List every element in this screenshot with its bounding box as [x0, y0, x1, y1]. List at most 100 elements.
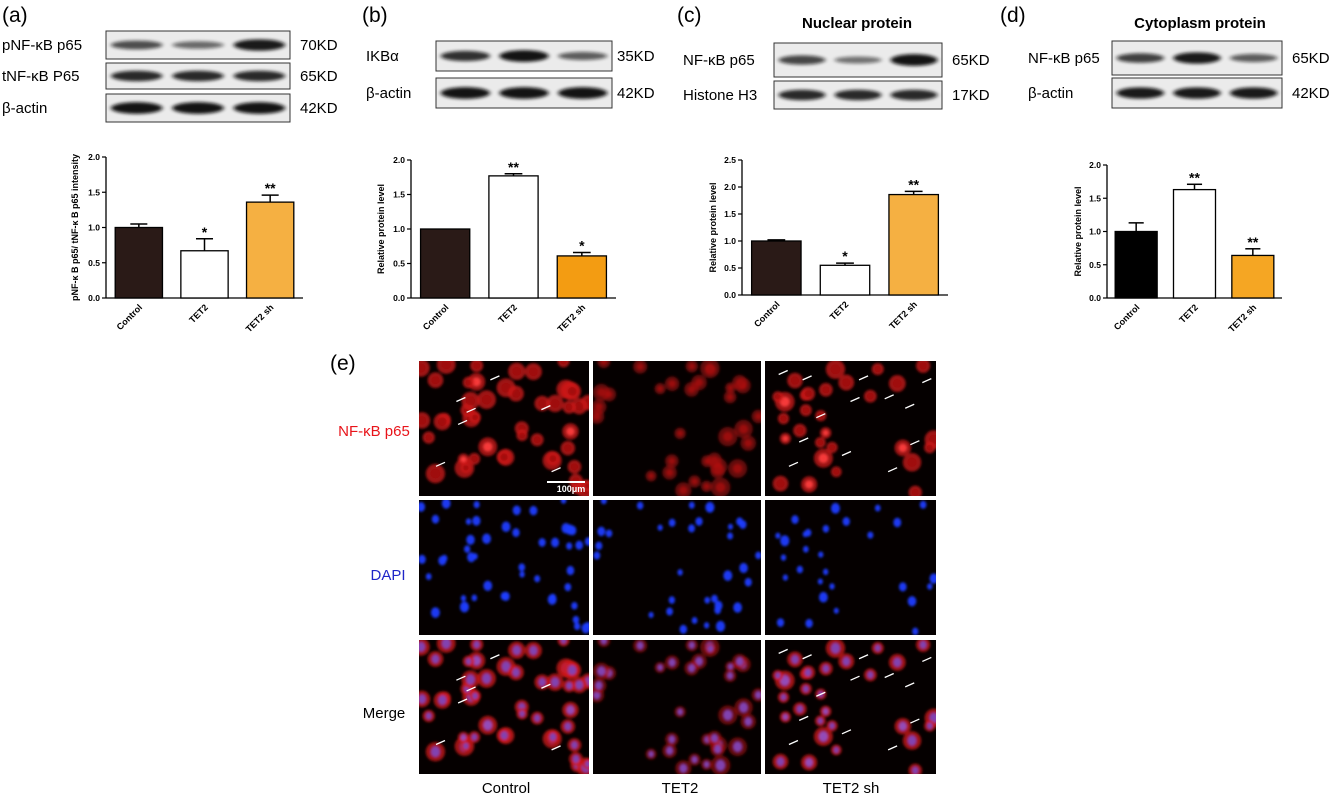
nucleus-blob — [500, 453, 508, 461]
dapi-nucleus — [473, 640, 480, 649]
dapi-nucleus — [805, 757, 813, 767]
nucleus-blob — [726, 393, 734, 401]
arrow-marker — [435, 461, 446, 467]
dapi-nucleus — [715, 759, 726, 771]
blot-band — [558, 87, 608, 99]
dapi-nucleus — [668, 735, 676, 744]
arrow-marker — [778, 648, 788, 654]
dapi-nucleus — [482, 673, 491, 684]
nucleus-blob — [636, 363, 644, 371]
arrow-marker — [490, 654, 500, 660]
dapi-nucleus — [919, 640, 927, 649]
nucleus-blob — [430, 468, 441, 479]
y-tick-label: 1.5 — [1089, 193, 1101, 203]
blot-band — [233, 39, 286, 51]
chart-d: 0.0 0.5 1.0 1.5 2.0 Relative protein level Con… — [1073, 160, 1282, 334]
arrow-marker — [887, 745, 898, 751]
dapi-nucleus — [874, 504, 881, 512]
dapi-nucleus — [796, 705, 804, 713]
dapi-nucleus — [782, 713, 789, 721]
dapi-nucleus — [585, 621, 589, 628]
dapi-nucleus — [501, 661, 511, 672]
blot-kd-label: 17KD — [952, 87, 990, 104]
dapi-nucleus — [677, 569, 683, 576]
y-axis-label: Relative protein level — [376, 184, 386, 274]
panel-e: (e) 100μm NF-κB p65 DAPI Merge Control T… — [330, 352, 936, 797]
blot-kd-label: 65KD — [300, 68, 338, 85]
nucleus-blob — [714, 467, 722, 475]
x-tick-label: TET2 sh — [887, 299, 919, 331]
nucleus-blob — [791, 376, 799, 385]
blot-label: β-actin — [1028, 85, 1073, 102]
arrow-marker — [887, 467, 898, 473]
dapi-nucleus — [512, 667, 520, 677]
blot-band — [1229, 53, 1278, 63]
dapi-nucleus — [668, 518, 676, 527]
dapi-nucleus — [473, 500, 480, 509]
nucleus-blob — [585, 483, 589, 489]
dapi-nucleus — [571, 741, 578, 749]
dapi-nucleus — [636, 641, 644, 650]
nucleus-blob — [744, 439, 753, 448]
blot-band — [233, 70, 286, 82]
arrow-marker — [841, 450, 852, 457]
if-cells — [419, 500, 589, 634]
blot-row: tNF-κB P65 65KD — [2, 62, 338, 90]
bar-tet2-sh — [1231, 254, 1275, 299]
blot-label: pNF-κB p65 — [2, 37, 82, 54]
blot-label: Histone H3 — [683, 87, 757, 104]
nucleus-blob — [425, 434, 432, 441]
blot-band — [440, 50, 490, 62]
y-tick-label: 0.0 — [88, 293, 100, 303]
dapi-nucleus — [791, 655, 799, 664]
dapi-nucleus — [780, 693, 787, 701]
dapi-nucleus — [723, 570, 733, 581]
dapi-nucleus — [714, 745, 722, 754]
bar-tet2-sh — [556, 255, 608, 299]
dapi-nucleus — [657, 524, 663, 531]
dapi-nucleus — [575, 540, 584, 550]
dapi-nucleus — [775, 672, 781, 679]
dapi-nucleus — [830, 502, 840, 514]
y-tick-label: 1.5 — [393, 190, 405, 200]
blot-band — [110, 40, 163, 50]
dapi-nucleus — [823, 708, 829, 715]
dapi-nucleus — [727, 672, 734, 680]
dapi-nucleus — [842, 517, 850, 526]
arrow-marker — [816, 691, 826, 697]
dapi-nucleus — [907, 735, 917, 746]
blot-band — [1173, 52, 1221, 64]
dapi-nucleus — [893, 517, 902, 528]
bar-tet2 — [488, 175, 539, 299]
nucleus-blob — [564, 444, 572, 452]
dapi-nucleus — [538, 677, 546, 687]
dapi-nucleus — [723, 709, 733, 721]
dapi-nucleus — [482, 533, 491, 544]
nucleus-blob — [550, 399, 560, 408]
dapi-nucleus — [818, 551, 824, 558]
y-tick-label: 0.5 — [393, 259, 405, 269]
blot-row: pNF-κB p65 70KD — [2, 30, 338, 60]
x-tick-label: TET2 sh — [244, 302, 276, 334]
dapi-nucleus — [703, 761, 710, 768]
blot-kd-label: 65KD — [1292, 50, 1330, 67]
blot-label: NF-κB p65 — [683, 52, 755, 69]
blot-kd-label: 70KD — [300, 37, 338, 54]
significance-mark: * — [202, 224, 208, 240]
dapi-nucleus — [755, 691, 761, 699]
dapi-nucleus — [529, 505, 538, 516]
nucleus-blob — [710, 456, 719, 464]
dapi-nucleus — [564, 583, 572, 592]
dapi-nucleus — [465, 518, 472, 525]
arrow-marker — [457, 419, 468, 426]
dapi-nucleus — [529, 645, 538, 656]
dapi-nucleus — [431, 514, 440, 524]
dapi-nucleus — [534, 714, 541, 722]
dapi-nucleus — [572, 615, 580, 624]
dapi-nucleus — [560, 640, 567, 644]
dapi-nucleus — [471, 594, 478, 602]
dapi-nucleus — [833, 607, 839, 614]
nucleus-blob — [818, 453, 829, 463]
dapi-nucleus — [441, 640, 451, 649]
panel-e-images: 100μm — [419, 361, 936, 774]
